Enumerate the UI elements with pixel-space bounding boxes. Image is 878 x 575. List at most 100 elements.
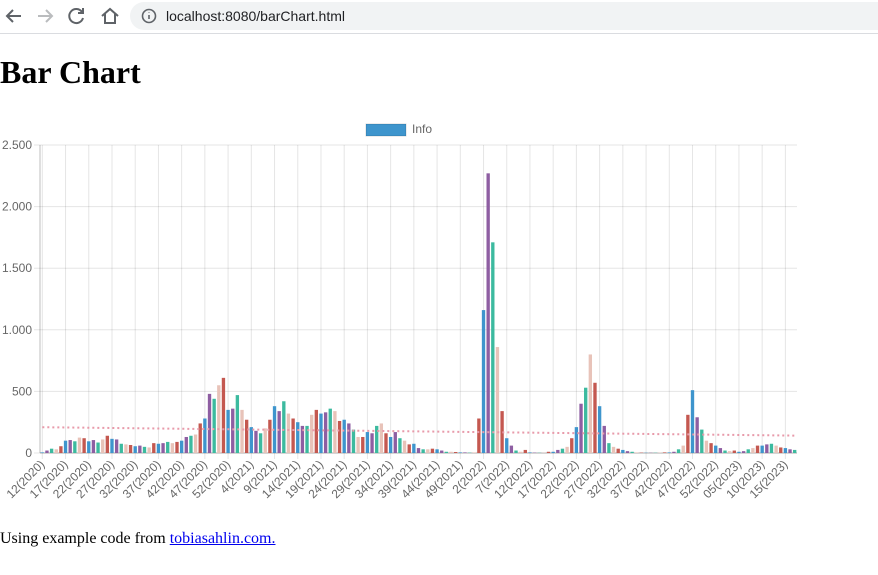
bar [616, 448, 620, 453]
bar [453, 452, 458, 453]
footer-text: Using example code from [0, 530, 166, 547]
bar [128, 444, 133, 453]
bar [189, 435, 193, 453]
forward-button[interactable] [38, 9, 54, 23]
bar [347, 423, 351, 453]
bar [356, 436, 360, 453]
bar [556, 449, 560, 453]
y-tick-label: 2.500 [2, 138, 32, 152]
bar [421, 449, 425, 453]
footer-link[interactable]: tobiasahlin.com. [169, 530, 276, 547]
bar [300, 425, 305, 453]
bar [59, 446, 63, 453]
bar [514, 450, 518, 453]
reload-button[interactable] [68, 8, 84, 25]
bar [291, 418, 295, 453]
trend-line [42, 426, 795, 437]
bar [760, 445, 764, 453]
bar [226, 409, 230, 453]
bar [667, 452, 671, 453]
bar [296, 422, 300, 453]
bar [416, 448, 421, 453]
bar [175, 441, 179, 453]
bar [49, 448, 54, 453]
bar [621, 449, 625, 453]
bar [170, 443, 175, 453]
bar [119, 443, 123, 453]
bar [690, 390, 695, 453]
bar [676, 449, 681, 453]
bar [505, 438, 509, 453]
bar [138, 445, 142, 453]
bar [277, 411, 281, 453]
bar [263, 428, 267, 453]
bar [440, 450, 444, 453]
home-button[interactable] [101, 7, 119, 24]
bar [727, 451, 732, 453]
bar [765, 444, 769, 453]
bar [101, 439, 105, 453]
bar [133, 446, 137, 453]
bar [662, 452, 667, 453]
bar [700, 429, 704, 453]
bar [477, 418, 481, 453]
bar [574, 427, 579, 453]
bar [755, 445, 760, 453]
bar [635, 452, 639, 453]
bar [528, 452, 532, 453]
bar [449, 451, 453, 453]
bar [166, 441, 170, 453]
bar [746, 449, 750, 453]
bar [68, 440, 72, 453]
bar [723, 450, 727, 453]
bar [203, 418, 207, 453]
bar [407, 444, 411, 453]
bar [73, 441, 77, 453]
page-heading: Bar Chart [0, 54, 141, 90]
bar [793, 449, 797, 453]
bar [110, 438, 114, 453]
legend-label: Info [412, 122, 432, 136]
bar [491, 242, 495, 453]
bar [546, 451, 551, 453]
bar [235, 395, 240, 453]
back-button[interactable] [5, 9, 21, 23]
bar [244, 419, 249, 453]
bar [282, 401, 286, 453]
bar [370, 433, 374, 453]
bar [769, 443, 774, 453]
bar [351, 429, 356, 453]
bar [40, 452, 44, 453]
y-tick-label: 0 [25, 446, 32, 460]
bar [231, 408, 235, 453]
bar [254, 430, 258, 453]
bar [152, 443, 156, 453]
bar [718, 448, 723, 453]
bar [611, 446, 616, 453]
address-bar[interactable]: localhost:8080/barChart.html [130, 2, 878, 30]
bar [523, 449, 527, 453]
bar [774, 445, 778, 453]
y-tick-label: 2.000 [2, 200, 32, 214]
footer: Using example code from tobiasahlin.com. [0, 530, 276, 548]
bar [788, 449, 792, 453]
bar [147, 447, 151, 453]
bar [249, 427, 253, 453]
bar [625, 451, 630, 453]
bar [91, 440, 96, 453]
bar [96, 442, 100, 453]
y-tick-label: 1.500 [2, 261, 32, 275]
bar [741, 451, 746, 453]
bar [272, 406, 277, 453]
legend-swatch [365, 123, 407, 137]
bar [82, 438, 86, 453]
bar [193, 434, 198, 453]
bar [704, 440, 709, 453]
bar [412, 443, 416, 453]
bar [207, 393, 212, 453]
bar [500, 411, 504, 453]
bar [198, 423, 202, 453]
bar [45, 450, 49, 453]
bar [179, 440, 184, 453]
